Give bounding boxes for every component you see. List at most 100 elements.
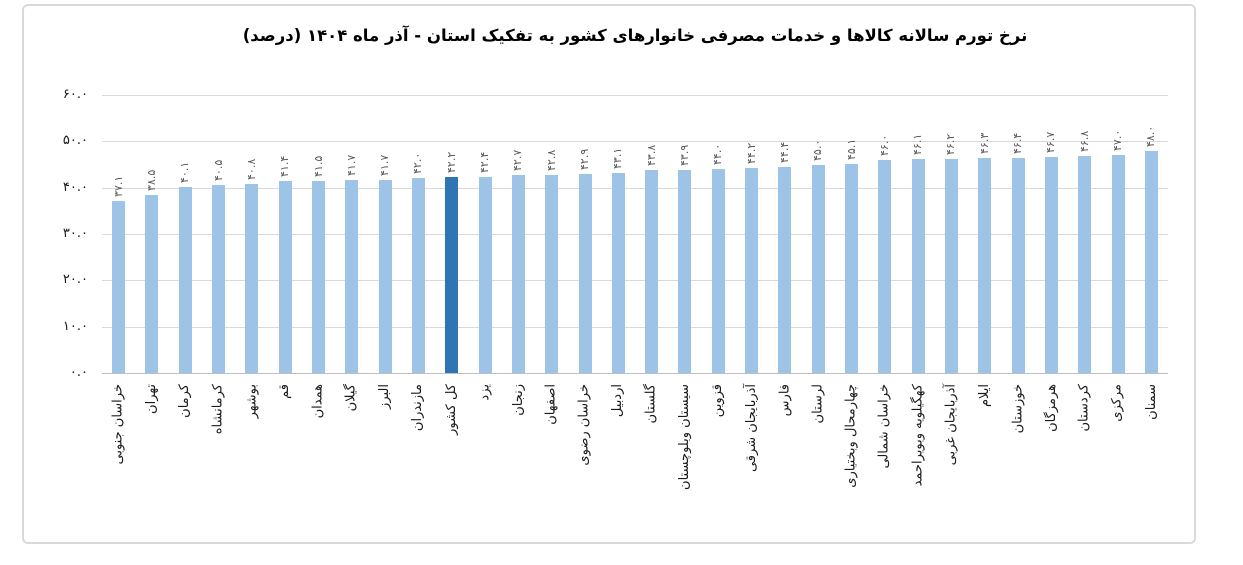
bar-value-label: ۳۷.۱ [111, 175, 125, 198]
bar-value-label: ۴۷.۰ [1111, 130, 1125, 152]
bar-value-label: ۴۴.۰ [711, 143, 725, 166]
category-label: قم [277, 384, 293, 399]
bar-value-label: ۴۲.۷ [511, 149, 525, 172]
bar [278, 181, 292, 373]
bar [345, 179, 359, 373]
bar-value-label: ۴۲.۹ [578, 149, 592, 171]
bar [745, 168, 759, 373]
bar-value-label: ۴۸.۰ [1144, 125, 1158, 147]
bar-value-label: ۴۶.۸ [1077, 130, 1091, 153]
category-label: خراسان جنوبی [110, 384, 126, 465]
bar-value-label: ۴۶.۷ [1044, 131, 1058, 153]
bar-value-label: ۴۲.۸ [544, 149, 558, 171]
y-tick-label: ۴۰.۰ [62, 179, 88, 195]
bar-value-label: ۴۶.۰ [877, 134, 891, 156]
category-label: کرمان [177, 384, 193, 418]
category-label: کهگیلویه وبویراحمد [910, 384, 926, 487]
bar [1111, 155, 1125, 373]
bar-national-total [445, 177, 459, 373]
y-tick-label: ۶۰.۰ [62, 87, 88, 102]
y-tick-label: ۲۰.۰ [62, 272, 88, 288]
category-label: کرمانشاه [210, 384, 226, 435]
bar-value-label: ۴۶.۴ [1011, 132, 1025, 155]
bar [1078, 156, 1092, 373]
y-gridline [102, 187, 1168, 189]
y-tick-label: ۰.۰ [69, 365, 88, 380]
bar [1044, 156, 1058, 373]
y-gridline [102, 280, 1168, 282]
bar [811, 164, 825, 373]
y-gridline [102, 141, 1168, 143]
category-label: گیلان [343, 384, 359, 412]
category-label: خوزستان [1010, 384, 1026, 434]
bar [378, 179, 392, 373]
bar [878, 159, 892, 373]
category-label: چهارمحال وبختیاری [843, 384, 859, 488]
category-label: اصفهان [543, 384, 559, 425]
bar-value-label: ۴۲.۰ [411, 153, 425, 175]
category-label: بوشهر [243, 384, 259, 419]
category-label: تهران [143, 384, 159, 414]
category-label: زنجان [510, 384, 526, 416]
category-label: ایلام [976, 384, 992, 408]
bar-value-label: ۴۳.۱ [611, 148, 625, 170]
y-tick-label: ۳۰.۰ [62, 226, 88, 241]
y-gridline [102, 95, 1168, 96]
category-label: آذربایجان شرقی [743, 384, 759, 473]
bar [511, 175, 525, 373]
category-label: خراسان شمالی [876, 384, 892, 469]
x-axis-line [102, 373, 1168, 374]
plot-area: ۳۷.۱ ۳۸.۵ ۴۰.۱ ۴۰.۵ ۴۰.۸ ۴۱.۴ ۴۱.۵ ۴۱.۷ ۴۱.۷ ۴۲.۰… [102, 95, 1168, 374]
bar-value-label: ۴۵.۱ [844, 138, 858, 161]
bar-value-label: ۴۲.۴ [478, 151, 492, 173]
bar-value-label: ۴۶.۱ [911, 134, 925, 156]
category-label: هرمزگان [1043, 384, 1059, 432]
category-label: فارس [776, 384, 792, 417]
category-label: یزد [477, 384, 493, 401]
bar-value-label: ۴۰.۱ [178, 161, 192, 184]
category-label: خراسان رضوی [577, 384, 593, 466]
y-gridline [102, 326, 1168, 328]
bar-value-label: ۴۶.۳ [977, 133, 991, 155]
bar-value-label: ۴۳.۸ [644, 144, 658, 167]
category-label: کل کشور [443, 384, 459, 435]
y-gridline [102, 234, 1168, 235]
chart-title: نرخ تورم سالانه کالاها و خدمات مصرفی خان… [242, 26, 1028, 45]
bar-value-label: ۴۵.۰ [811, 139, 825, 161]
bar-value-label: ۴۴.۲ [744, 142, 758, 165]
bar [1011, 158, 1025, 373]
chart-frame: نرخ تورم سالانه کالاها و خدمات مصرفی خان… [22, 4, 1196, 544]
bar [678, 169, 692, 373]
bar [944, 158, 958, 373]
bar-value-label: ۴۰.۵ [211, 160, 225, 182]
bar [245, 183, 259, 373]
bar [778, 167, 792, 373]
bar [578, 174, 592, 373]
category-label: مازندران [410, 384, 426, 432]
y-axis-labels: ۰.۰ ۱۰.۰ ۲۰.۰ ۳۰.۰ ۴۰.۰ ۵۰.۰ ۶۰.۰ [30, 6, 88, 542]
bar-value-label: ۴۴.۴ [777, 142, 791, 164]
category-label: سیستان وبلوچستان [676, 384, 692, 490]
bar [212, 185, 226, 373]
bar [845, 164, 859, 373]
bar-value-label: ۴۱.۵ [311, 155, 325, 177]
bar-value-label: ۴۶.۲ [944, 133, 958, 155]
bar-value-label: ۴۳.۹ [677, 144, 691, 166]
category-label: همدان [310, 384, 326, 419]
category-label: سمنان [1143, 384, 1159, 420]
bar [611, 173, 625, 373]
y-tick-label: ۱۰.۰ [62, 318, 88, 334]
category-label: البرز [377, 384, 393, 409]
bar-value-label: ۳۸.۵ [144, 169, 158, 191]
bar [145, 194, 159, 373]
bar [411, 178, 425, 373]
bar [312, 180, 326, 373]
category-label: کردستان [1076, 384, 1092, 432]
bar [1144, 150, 1158, 373]
bar-value-label: ۴۲.۲ [444, 152, 458, 174]
bar-value-label: ۴۱.۷ [344, 154, 358, 176]
category-label: گلستان [643, 384, 659, 424]
category-label: آذربایجان غربی [943, 384, 959, 466]
x-axis-labels: خراسان جنوبی تهران کرمان کرمانشاه بوشهر قم همد… [102, 378, 1168, 543]
